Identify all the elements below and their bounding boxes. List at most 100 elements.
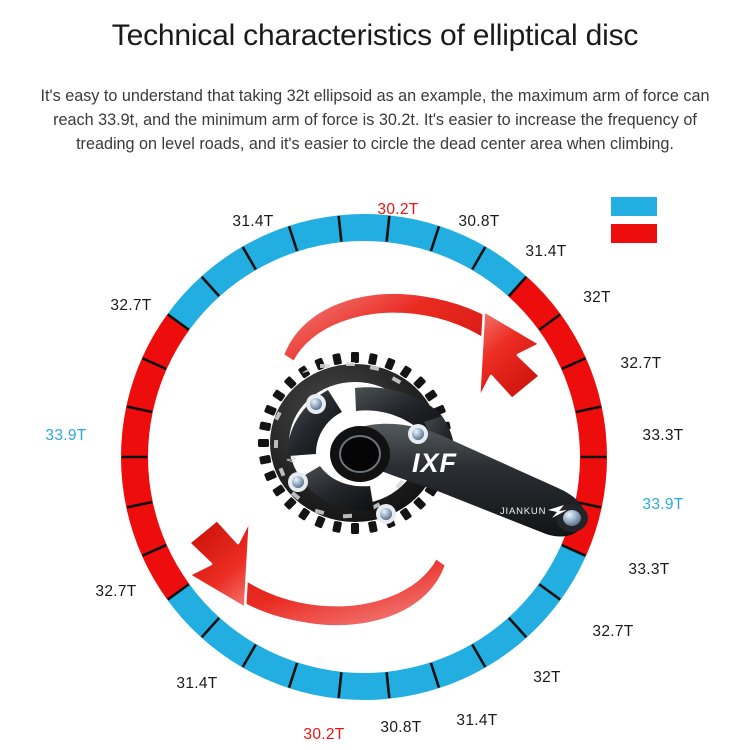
ring-tick — [337, 215, 343, 242]
ring-value-label: 30.8T — [458, 213, 500, 230]
ring-segment[interactable] — [472, 617, 527, 668]
chainring-tooth — [384, 357, 396, 371]
chainring-tooth — [259, 421, 272, 432]
legend-swatch-blue-icon — [610, 196, 658, 217]
chainring-tooth — [272, 389, 286, 402]
ring-segment[interactable] — [121, 406, 153, 457]
chainring-tooth — [351, 352, 359, 363]
chainring-tooth — [332, 520, 342, 533]
ring-tick — [241, 643, 257, 668]
arm-logo-icon — [548, 505, 567, 518]
ring-tick — [167, 313, 190, 331]
ring-tick — [200, 617, 221, 639]
chainring-tooth — [413, 376, 426, 389]
ring-tick — [141, 543, 167, 557]
ring-value-label: 31.4T — [176, 675, 218, 692]
chainring-tooth — [284, 497, 297, 510]
legend-item-blue[interactable] — [610, 196, 670, 217]
chainring-tooth — [332, 353, 342, 366]
chainring-tooth — [368, 520, 378, 533]
ring-tick — [471, 246, 487, 271]
ring-value-label: 31.4T — [525, 243, 567, 260]
ring-segment[interactable] — [167, 276, 220, 331]
ring-tick — [507, 617, 528, 639]
chainring-tooth — [272, 484, 286, 497]
ring-value-label: 33.9T — [642, 496, 684, 513]
ring-tick — [507, 275, 528, 297]
ring-tick — [538, 583, 561, 601]
ring-segment[interactable] — [242, 644, 298, 689]
spindle-hole — [339, 435, 381, 473]
ring-segment[interactable] — [508, 583, 561, 638]
ring-segment[interactable] — [430, 225, 486, 270]
chainring-tooth — [351, 523, 359, 534]
chainring-bolts — [288, 394, 428, 524]
ring-tick — [538, 313, 561, 331]
ring-segment[interactable] — [201, 246, 256, 297]
page-title: Technical characteristics of elliptical … — [111, 19, 639, 52]
ring-segment[interactable] — [472, 246, 527, 297]
ring-segment[interactable] — [386, 215, 440, 252]
ring-segment[interactable] — [430, 644, 486, 689]
chainring-tooth — [259, 454, 272, 465]
ring-value-label: 33.3T — [642, 427, 684, 444]
ring-segment[interactable] — [338, 671, 390, 700]
crank-arm — [346, 423, 585, 537]
ring-tick — [287, 662, 299, 689]
ring-tick — [471, 643, 487, 668]
ring-value-label: 32.7T — [592, 623, 634, 640]
chainring-tooth — [413, 497, 426, 510]
ring-segment[interactable] — [508, 276, 561, 331]
ring-segment[interactable] — [121, 457, 153, 508]
ring-segment[interactable] — [126, 501, 167, 556]
description-paragraph: It's easy to understand that taking 32t … — [40, 87, 710, 153]
legend-item-red[interactable] — [610, 223, 670, 244]
ring-value-label: 30.8T — [380, 719, 422, 736]
ring-tick — [337, 672, 343, 699]
chainring-tooth — [298, 507, 310, 521]
ring-segment[interactable] — [288, 662, 342, 699]
ring-tick — [385, 672, 391, 699]
ring-segment[interactable] — [201, 617, 256, 668]
legend — [610, 196, 670, 250]
ring-segment[interactable] — [288, 215, 342, 252]
ring-segment[interactable] — [386, 662, 440, 699]
ring-tick — [167, 583, 190, 601]
chainring-tooth — [314, 515, 326, 529]
ring-segment[interactable] — [142, 544, 190, 600]
chainring-tooth — [424, 389, 438, 402]
crank-brand-text: IXF — [412, 448, 458, 478]
ring-segment[interactable] — [142, 314, 190, 370]
ring-tick — [141, 357, 167, 371]
ring-tick — [126, 500, 153, 509]
crankset-illustration: MOTSUV — [258, 352, 588, 537]
ring-value-label: 33.3T — [628, 561, 670, 578]
arm-brand-text: JIANKUN — [500, 506, 546, 517]
ring-segment[interactable] — [126, 358, 167, 413]
ring-tick — [241, 246, 257, 271]
ring-tick — [126, 405, 153, 414]
ring-tick — [385, 215, 391, 242]
legend-swatch-red-icon — [610, 223, 658, 244]
ring-tick — [287, 225, 299, 252]
chainring-tooth — [368, 353, 378, 366]
ring-value-label: 32.7T — [95, 583, 137, 600]
chainring-tooth — [264, 404, 277, 416]
crankset-image: MOTSUV — [228, 338, 608, 568]
ring-value-label: 32.7T — [620, 355, 662, 372]
ring-value-label: 30.2T — [377, 201, 419, 218]
ring-value-label: 33.9T — [45, 427, 87, 444]
chainring-tooth — [258, 439, 269, 447]
ring-segment[interactable] — [167, 583, 220, 638]
chainring-tooth — [284, 376, 297, 389]
ring-value-label: 32.7T — [110, 297, 152, 314]
chainring-tooth — [400, 365, 412, 379]
chainring-tooth — [264, 470, 277, 482]
ring-tick — [429, 225, 441, 252]
ring-value-label: 31.4T — [232, 213, 274, 230]
ring-value-label: 32T — [583, 289, 611, 306]
ring-segment[interactable] — [242, 225, 298, 270]
ring-tick — [200, 275, 221, 297]
ring-value-label: 32T — [533, 669, 561, 686]
